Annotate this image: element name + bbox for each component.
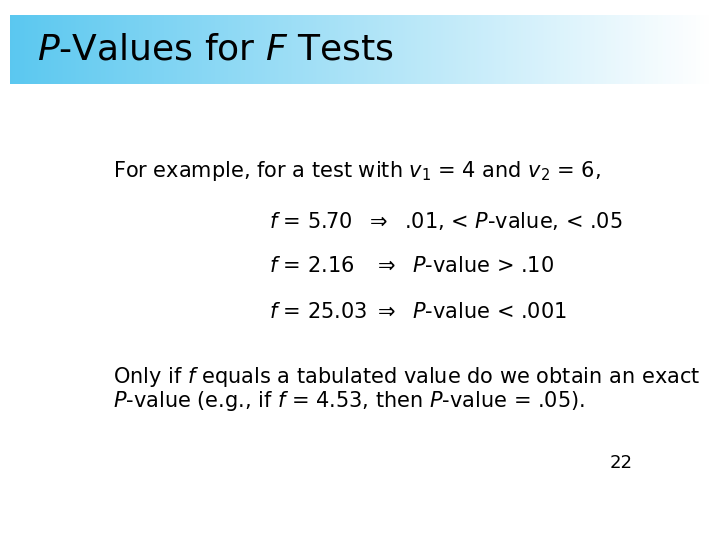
Text: For example, for a test with $v_1$ = 4 and $v_2$ = 6,: For example, for a test with $v_1$ = 4 a…	[114, 159, 601, 183]
Text: $\mathit{f}$ = 25.03 $\Rightarrow$  $\mathit{P}$-value < .001: $\mathit{f}$ = 25.03 $\Rightarrow$ $\mat…	[269, 302, 567, 322]
Text: $\mathit{P}$-Values for $\mathit{F}$ Tests: $\mathit{P}$-Values for $\mathit{F}$ Tes…	[37, 32, 394, 66]
Text: $\mathit{f}$ = 5.70  $\Rightarrow$  .01, < $\mathit{P}$-value, < .05: $\mathit{f}$ = 5.70 $\Rightarrow$ .01, <…	[269, 210, 622, 232]
Text: 22: 22	[609, 454, 632, 472]
Text: $\mathit{P}$-value (e.g., if $\mathit{f}$ = 4.53, then $\mathit{P}$-value = .05): $\mathit{P}$-value (e.g., if $\mathit{f}…	[114, 389, 585, 413]
Text: Only if $\mathit{f}$ equals a tabulated value do we obtain an exact: Only if $\mathit{f}$ equals a tabulated …	[114, 364, 701, 389]
Text: $\mathit{f}$ = 2.16   $\Rightarrow$  $\mathit{P}$-value > .10: $\mathit{f}$ = 2.16 $\Rightarrow$ $\math…	[269, 256, 554, 276]
